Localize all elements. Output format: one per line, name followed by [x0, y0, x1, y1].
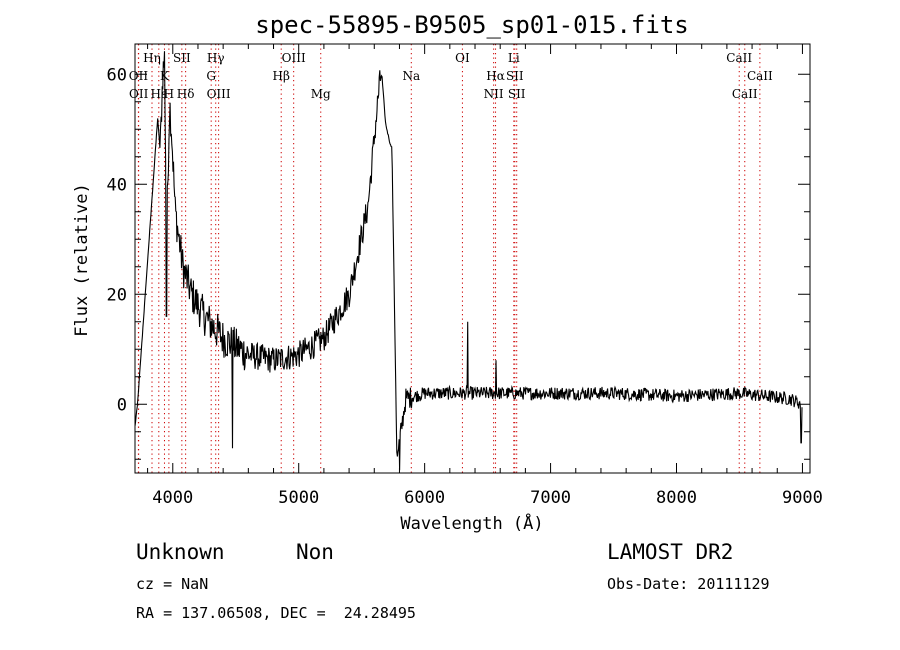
x-axis-label: Wavelength (Å)	[400, 512, 543, 534]
spectral-line-label: Hε	[150, 87, 167, 101]
spectral-line-label: Na	[402, 69, 420, 83]
spectral-line-label: H	[164, 87, 174, 101]
spectral-line-labels: OII OII Hη Hε KH SII Hδ Hγ G OIII OIII Hβ Mg Na OI Hα NI…	[129, 51, 773, 101]
x-tick-label: 5000	[278, 488, 319, 508]
spectral-line-label: OIII	[282, 51, 306, 65]
spectral-line-label: G	[206, 69, 216, 83]
observation-date: Obs-Date: 20111129	[607, 575, 770, 593]
x-tick-label: 7000	[530, 488, 571, 508]
x-tick-label: 9000	[782, 488, 823, 508]
spectral-line-label: K	[160, 69, 170, 83]
spectral-line-label: OII	[129, 87, 149, 101]
spectral-line-label: Hα	[486, 69, 505, 83]
object-class: Unknown	[136, 540, 225, 564]
spectral-line-label: Hγ	[207, 51, 225, 65]
x-tick-label: 4000	[152, 488, 193, 508]
spectral-line-label: SII	[173, 51, 191, 65]
spectral-line-label: CaII	[747, 69, 773, 83]
spectral-line-label: Mg	[311, 87, 331, 101]
spectral-line-label: SII	[508, 87, 526, 101]
spectral-line-label: OI	[455, 51, 470, 65]
axis-ticks	[135, 44, 810, 473]
axis-tick-labels: 4000 5000 6000 7000 8000 9000 0 20 40 60	[107, 65, 823, 508]
spectral-line-label: Hη	[143, 51, 161, 65]
x-tick-label: 8000	[656, 488, 697, 508]
spectral-line-label: Li	[508, 51, 520, 65]
redshift-cz: cz = NaN	[136, 575, 209, 593]
y-axis-label: Flux (relative)	[72, 183, 92, 337]
spectral-line-label: NII	[484, 87, 504, 101]
spectral-line-label: Hβ	[273, 69, 290, 83]
spectral-line-markers	[137, 44, 761, 473]
coordinates: RA = 137.06508, DEC = 24.28495	[136, 604, 416, 622]
chart-title: spec-55895-B9505_sp01-015.fits	[255, 11, 688, 39]
spectral-line-label: OII	[129, 69, 149, 83]
y-tick-label: 60	[107, 65, 127, 85]
x-tick-label: 6000	[404, 488, 445, 508]
spectral-line-label: OIII	[207, 87, 231, 101]
y-tick-label: 20	[107, 285, 127, 305]
plot-frame	[134, 43, 811, 474]
spectral-line-label: SII	[506, 69, 524, 83]
spectral-line-label: CaII	[732, 87, 758, 101]
spectral-line-label: CaII	[726, 51, 752, 65]
y-tick-label: 40	[107, 175, 127, 195]
spectral-line-label: Hδ	[177, 87, 195, 101]
spectrum-series-line	[134, 51, 803, 471]
survey-name: LAMOST DR2	[607, 540, 734, 564]
object-subclass: Non	[296, 540, 334, 564]
y-tick-label: 0	[117, 395, 127, 415]
